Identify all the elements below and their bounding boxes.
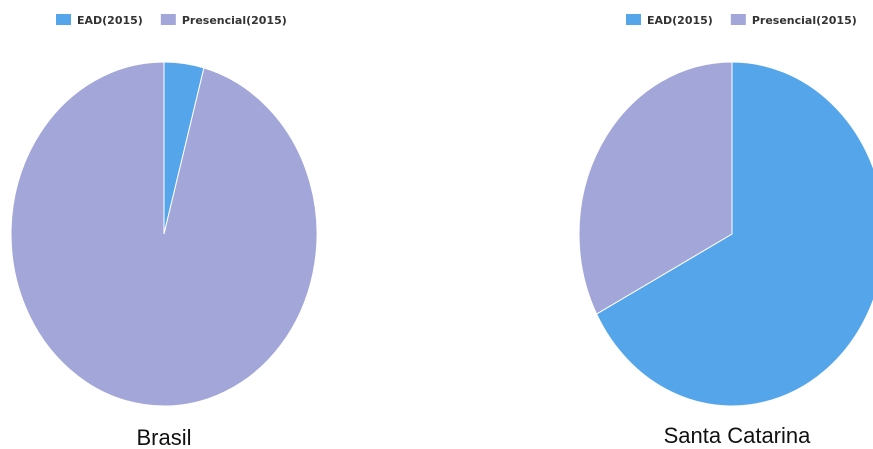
legend-swatch-santa-catarina-ead-2015 [626, 14, 641, 25]
chart-santa-catarina: EAD(2015) Presencial(2015) Santa Catarina [578, 14, 873, 448]
legend-swatch-brasil-presencial-2015 [160, 14, 176, 25]
pie-santa-catarina [578, 61, 873, 407]
legend-brasil: EAD(2015) Presencial(2015) [56, 14, 287, 27]
pie-slice-brasil-presencial-2015 [10, 61, 318, 407]
legend-label-santa-catarina-presencial-2015: Presencial(2015) [752, 14, 857, 27]
chart-caption-santa-catarina: Santa Catarina [664, 423, 812, 448]
chart-brasil: EAD(2015) Presencial(2015) Brasil [10, 14, 318, 449]
legend-santa-catarina: EAD(2015) Presencial(2015) [626, 14, 857, 27]
legend-label-santa-catarina-ead-2015: EAD(2015) [647, 14, 713, 27]
legend-label-brasil-ead-2015: EAD(2015) [77, 14, 143, 27]
legend-swatch-brasil-ead-2015 [56, 14, 71, 25]
pie-brasil [10, 61, 318, 407]
pie-slice-santa-catarina-ead-2015 [595, 61, 873, 407]
pie-slice-santa-catarina-presencial-2015 [578, 61, 733, 315]
legend-label-brasil-presencial-2015: Presencial(2015) [182, 14, 287, 27]
legend-swatch-santa-catarina-presencial-2015 [730, 14, 746, 25]
chart-caption-brasil: Brasil [136, 425, 191, 449]
